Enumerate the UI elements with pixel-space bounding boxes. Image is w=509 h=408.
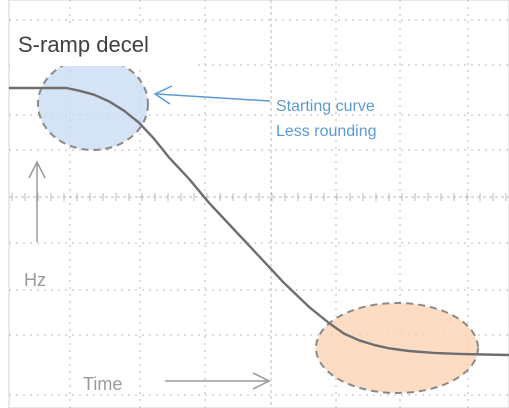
- frequency-trace: [9, 86, 509, 357]
- annotation-line-2: Less rounding: [276, 123, 377, 140]
- title-background: [10, 24, 196, 66]
- plot-frame: [8, 0, 509, 408]
- annotation-line-1: Starting curve: [276, 98, 375, 115]
- y-axis-arrow-head: [28, 160, 46, 179]
- chart-title: S-ramp decel: [18, 32, 149, 57]
- x-axis-arrow-head: [252, 372, 271, 390]
- trace-layer: [9, 86, 509, 357]
- starting-curve-ellipse: [37, 57, 149, 151]
- grid-layer: [9, 0, 509, 408]
- annotation-arrow-head: [153, 85, 173, 105]
- annotation-arrow-line: [156, 93, 271, 102]
- y-axis-label: Hz: [24, 270, 46, 290]
- ending-curve-ellipse: [315, 302, 479, 394]
- x-axis-label: Time: [83, 374, 122, 394]
